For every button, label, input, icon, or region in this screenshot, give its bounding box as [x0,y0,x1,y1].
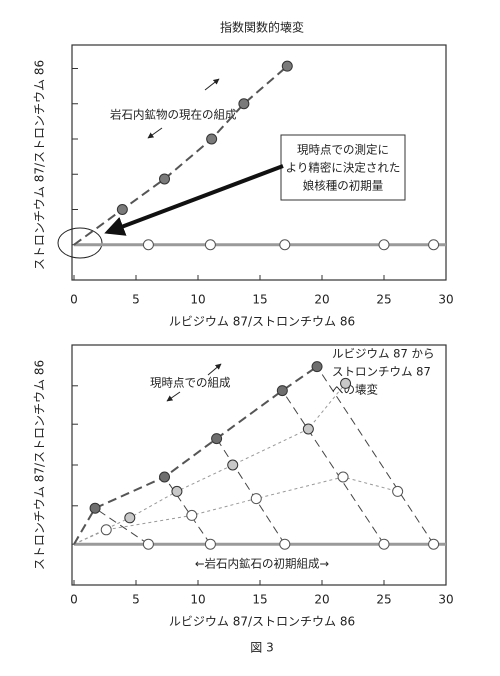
isochron-line [73,65,288,246]
annotation: ストロンチウム 87 [332,365,431,379]
data-point [204,239,216,251]
data-point [159,173,171,185]
x-tick-label: 5 [132,293,140,307]
x-tick-label: 30 [438,293,453,307]
data-point [142,239,154,251]
plot-frame [71,44,447,281]
x-tick-label: 10 [190,593,205,607]
x-tick-label: 0 [70,293,78,307]
data-point [89,502,101,514]
x-tick-label: 25 [376,293,391,307]
isochron-line [73,383,346,545]
plot-frame [71,344,447,586]
x-tick-label: 20 [314,293,329,307]
data-point [159,471,171,483]
x-tick-label: 30 [438,593,453,607]
x-tick-label: 15 [252,293,267,307]
data-point [171,485,183,497]
annotation: 現時点での組成 [150,376,231,390]
decay-line [216,438,286,545]
decay-line [94,507,149,545]
arrow [204,78,220,91]
isochron-line [73,476,398,545]
annotation: 娘核種の初期量 [303,179,384,193]
isochron-line [73,365,318,545]
x-tick-label: 5 [132,593,140,607]
data-point [378,239,390,251]
data-point [428,538,440,550]
data-point [276,385,288,397]
data-point [124,512,136,524]
annotation: より精密に決定された [286,161,401,175]
data-point [281,60,293,72]
title: 指数関数的壊変 [220,20,304,35]
highlight-ellipse [57,227,103,259]
data-point [279,239,291,251]
data-point [337,471,349,483]
y-axis-label: ストロンチウム 87/ストロンチウム 86 [33,360,47,570]
data-point [378,538,390,550]
x-tick-label: 25 [376,593,391,607]
data-point [116,204,128,215]
annotation: への壊変 [332,383,378,397]
data-point [227,459,239,471]
data-point [279,538,291,550]
decay-line [281,390,385,545]
annotation: ルビジウム 87 から [332,347,434,361]
annotation: 現時点での測定に [297,143,389,157]
decay-line [164,476,211,545]
arrow [147,127,163,139]
data-point [211,433,223,445]
data-point [250,493,262,505]
arrow [207,363,222,376]
data-point [238,98,250,110]
data-point [392,485,404,497]
data-point [340,377,352,389]
decay-line [316,366,435,545]
x-tick-label: 20 [314,593,329,607]
x-axis-label: ルビジウム 87/ストロンチウム 86 [169,615,355,629]
data-point [206,133,218,145]
y-axis-label: ストロンチウム 87/ストロンチウム 86 [33,60,47,270]
annotation: 岩石内鉱物の現在の組成 [110,108,237,122]
data-point [302,423,314,435]
data-point [186,509,198,521]
annotation-box [280,134,406,201]
data-point [428,239,440,251]
arrow [104,164,284,236]
annotation: ←岩石内鉱石の初期組成→ [195,557,330,571]
x-tick-label: 10 [190,293,205,307]
data-point [142,538,154,550]
x-axis-label: ルビジウム 87/ストロンチウム 86 [169,315,355,329]
arrow [166,391,181,402]
caption: 図 3 [250,641,273,655]
x-tick-label: 0 [70,593,78,607]
x-tick-label: 15 [252,593,267,607]
data-point [311,361,323,373]
data-point [204,538,216,550]
data-point [100,524,112,536]
